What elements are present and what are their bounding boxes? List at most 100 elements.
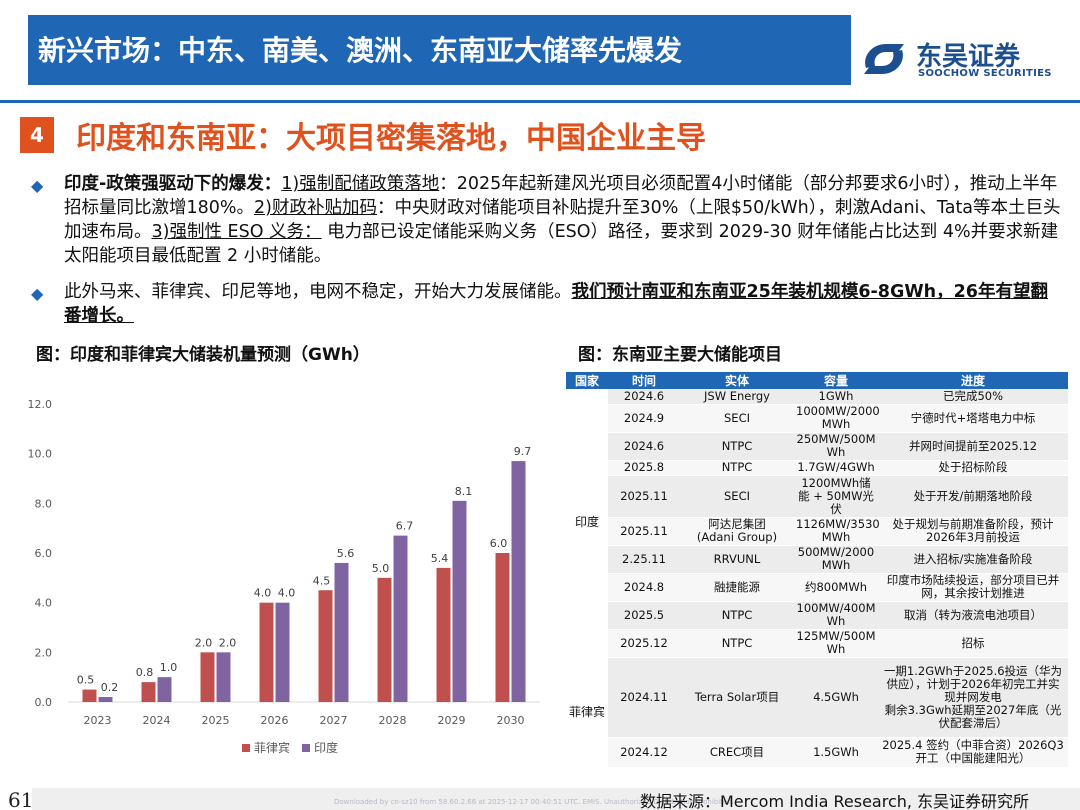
logo-text-cn: 东吴证券	[916, 42, 1021, 72]
capacity-cell: 1000MW/2000 MWh	[794, 404, 880, 433]
data-label: 2.0	[195, 636, 213, 649]
data-label: 5.0	[372, 562, 390, 575]
projects-table: 国家 时间 实体 容量 进度 印度 2024.6 JSW Energy 1GWh 已完成…	[566, 372, 1068, 768]
y-tick-label: 4.0	[35, 597, 53, 610]
bar-philippines	[200, 652, 215, 702]
date-cell: 2024.8	[608, 573, 680, 602]
date-cell: 2024.6	[608, 432, 680, 461]
header-banner: 新兴市场：中东、南美、澳洲、东南亚大储率先爆发	[28, 15, 851, 85]
table-row: 2024.6 NTPC 250MW/500M Wh 并网时间提前至2025.12	[566, 432, 1068, 461]
data-label: 5.4	[431, 552, 449, 565]
data-label: 4.5	[313, 574, 331, 587]
progress-cell: 印度市场陆续投运，部分项目已并 网，其余按计划推进	[878, 573, 1068, 602]
entity-cell: NTPC	[680, 601, 794, 630]
data-label: 1.0	[160, 661, 178, 674]
bullet-sea-text: 此外马来、菲律宾、印尼等地，电网不稳定，开始大力发展储能。我们预计南亚和东南亚2…	[32, 280, 1062, 328]
progress-cell: 并网时间提前至2025.12	[878, 432, 1068, 461]
bar-india	[393, 535, 408, 702]
diamond-bullet-icon: ◆	[31, 284, 44, 303]
legend-swatch	[302, 744, 310, 752]
entity-cell: NTPC	[680, 460, 794, 476]
logo-mark-icon	[864, 44, 904, 74]
capacity-cell: 1.7GW/4GWh	[794, 460, 878, 476]
table-row: 2025.12 NTPC 125MW/500M Wh 招标	[566, 629, 1068, 658]
legend-label: 菲律宾	[254, 740, 290, 755]
entity-cell: CREC项目	[680, 737, 794, 768]
header-country: 国家	[566, 372, 608, 389]
data-label: 0.2	[101, 681, 119, 694]
progress-cell: 2025.4 签约（中菲合资）2026Q3 开工（中国能建阳光）	[878, 737, 1068, 768]
bar-philippines	[82, 689, 97, 702]
sea-forecast: 我们预计南亚和东南亚25年装机规模6-8GWh，26年有望翻番增长。	[64, 282, 1048, 326]
date-cell: 2024.12	[608, 737, 680, 768]
date-cell: 2.25.11	[608, 545, 680, 574]
data-label: 2.0	[219, 636, 237, 649]
bar-india	[98, 697, 113, 702]
x-tick-label: 2029	[438, 714, 466, 727]
capacity-cell: 125MW/500M Wh	[794, 629, 878, 658]
logo-text-en: SOOCHOW SECURITIES	[918, 68, 1052, 79]
table-figure-title: 图：东南亚主要大储能项目	[578, 345, 782, 365]
progress-cell: 处于招标阶段	[878, 460, 1068, 476]
x-tick-label: 2027	[320, 714, 348, 727]
data-label: 4.0	[278, 587, 296, 600]
y-tick-label: 2.0	[35, 646, 53, 659]
download-watermark: Downloaded by cn-sz10 from 58.60.2.66 at…	[334, 798, 734, 806]
policy-3-text: 电力部已设定储能采购义务（ESO）路径，要求到 2029-30 财年储能占比达到…	[64, 222, 1059, 266]
date-cell: 2025.5	[608, 601, 680, 630]
x-tick-label: 2028	[379, 714, 407, 727]
header-entity: 实体	[680, 372, 794, 389]
date-cell: 2025.8	[608, 460, 680, 476]
table-row: 菲律宾 2024.11 Terra Solar项目 4.5GWh 一期1.2GWh于20…	[566, 657, 1068, 768]
footer-bar	[32, 788, 1080, 810]
progress-cell: 取消（转为液流电池项目）	[878, 601, 1068, 630]
bar-philippines	[495, 553, 510, 702]
page-number: 61	[8, 788, 34, 810]
y-tick-label: 8.0	[35, 497, 53, 510]
header-rule	[0, 100, 1080, 103]
x-tick-label: 2024	[143, 714, 171, 727]
capacity-cell: 1.5GWh	[794, 737, 878, 768]
legend-swatch	[242, 744, 250, 752]
entity-cell: NTPC	[680, 629, 794, 658]
entity-cell: Terra Solar项目	[680, 657, 794, 738]
country-cell: 菲律宾	[566, 657, 608, 768]
capacity-cell: 500MW/2000 MWh	[794, 545, 878, 574]
policy-1-text: ：2025年起新建风光项目必须配置4小时储能（部分邦要求6小时），推动上半年招标…	[64, 174, 1058, 218]
bullet-india-text: 印度-政策强驱动下的爆发：1)强制配储政策落地：2025年起新建风光项目必须配置…	[32, 172, 1062, 268]
header-date: 时间	[608, 372, 680, 389]
data-label: 6.7	[396, 520, 414, 533]
capacity-cell: 1GWh	[794, 389, 878, 405]
capacity-cell: 1200MWh储能 + 50MW光伏	[794, 475, 878, 518]
bar-india	[157, 677, 172, 702]
progress-cell: 已完成50%	[878, 389, 1068, 405]
entity-cell: 融捷能源	[680, 573, 794, 602]
progress-cell: 进入招标/实施准备阶段	[878, 545, 1068, 574]
y-tick-label: 12.0	[28, 398, 52, 411]
entity-cell: RRVUNL	[680, 545, 794, 574]
table-row: 印度 2024.6 JSW Energy 1GWh 已完成50%	[566, 389, 1068, 658]
data-source: 数据来源：Mercom India Research, 东吴证券研究所	[640, 792, 1030, 810]
y-tick-label: 10.0	[28, 448, 52, 461]
y-tick-label: 6.0	[35, 547, 53, 560]
y-tick-label: 0.0	[35, 696, 53, 709]
x-tick-label: 2025	[202, 714, 230, 727]
legend-label: 印度	[314, 740, 338, 755]
capacity-cell: 1126MW/3530 MWh	[794, 517, 880, 546]
date-cell: 2024.9	[608, 404, 680, 433]
data-label: 0.8	[136, 666, 154, 679]
data-label: 5.6	[337, 547, 355, 560]
date-cell: 2024.11	[608, 657, 680, 738]
slide-title: 新兴市场：中东、南美、澳洲、东南亚大储率先爆发	[38, 34, 683, 67]
section-number-badge: 4	[20, 117, 54, 153]
progress-cell: 一期1.2GWh于2025.6投运（华为 供应），计划于2026年初完工并实 现并网…	[878, 657, 1068, 738]
date-cell: 2025.11	[608, 517, 680, 546]
x-tick-label: 2030	[497, 714, 525, 727]
capacity-cell: 250MW/500M Wh	[794, 432, 878, 461]
chart-figure-title: 图：印度和菲律宾大储装机量预测（GWh）	[36, 345, 370, 365]
section-title: 印度和东南亚：大项目密集落地，中国企业主导	[76, 121, 706, 156]
policy-2-label: 2)财政补贴加码	[254, 198, 377, 218]
sea-text: 此外马来、菲律宾、印尼等地，电网不稳定，开始大力发展储能。	[64, 282, 572, 302]
company-logo: 东吴证券 SOOCHOW SECURITIES	[860, 38, 1060, 84]
x-tick-label: 2026	[261, 714, 289, 727]
